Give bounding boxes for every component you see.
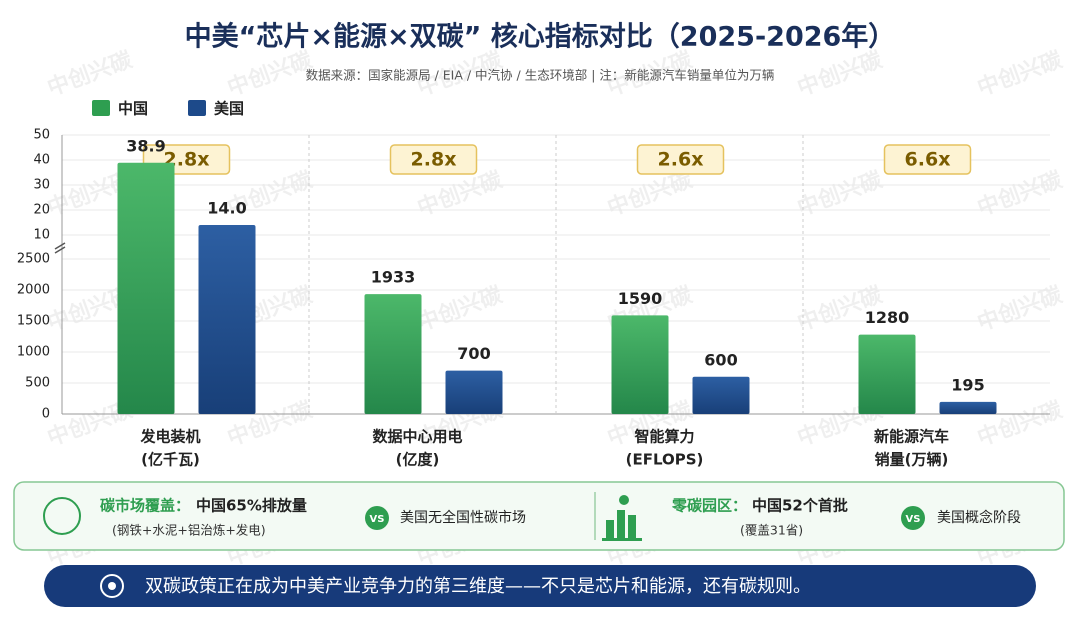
ratio-label: 2.8x [411,149,457,171]
panel-text: 中国65%排放量 [196,497,307,515]
ratio-label: 6.6x [905,149,951,171]
legend-swatch [188,100,206,116]
y-tick-label: 1500 [17,314,50,329]
watermark: 中创兴碳 [974,167,1066,221]
watermark: 中创兴碳 [224,47,316,101]
y-tick-label: 2500 [17,252,50,267]
ratio-badge [636,144,725,175]
vs-badge [365,506,389,530]
bar [117,162,175,414]
value-label: 1933 [371,268,416,287]
bar [692,376,750,414]
x-tick-label: (亿千瓦) [141,451,200,469]
y2-tick-label: 50 [33,128,50,143]
bar [198,225,256,414]
panel-title: 碳市场覆盖： [100,497,190,515]
ratio-label: 2.8x [164,149,210,171]
vs-text: VS [906,514,921,525]
vs-text: VS [370,514,385,525]
watermark: 中创兴碳 [604,167,696,221]
value-label: 1590 [618,289,663,308]
legend-label: 美国 [214,100,244,118]
watermark: 中创兴碳 [44,47,136,101]
panel-title: 零碳园区： [671,497,747,515]
panel-other: 美国概念阶段 [937,509,1021,526]
bar [611,315,669,414]
y-tick-label: 0 [42,407,50,422]
legend-label: 中国 [118,100,148,118]
x-tick-label: (EFLOPS) [626,451,704,469]
y-tick-label: 500 [25,376,50,391]
x-tick-label: (亿度) [396,451,440,469]
y2-tick-label: 10 [33,228,50,243]
park-icon [602,495,642,541]
value-label: 600 [704,350,737,369]
subtitle: 数据来源：国家能源局 / EIA / 中汽协 / 生态环境部 | 注：新能源汽车… [306,68,775,83]
y2-tick-label: 20 [33,203,50,218]
bar [858,334,916,414]
value-label: 195 [951,375,984,394]
value-label: 38.9 [126,136,165,155]
x-tick-label: 销量(万辆) [875,451,949,469]
legend-swatch [92,100,110,116]
panel-note: (覆盖31省) [740,523,803,538]
watermark: 中创兴碳 [974,47,1066,101]
target-icon [100,574,124,598]
axis-break [54,242,66,254]
info-panel [13,481,1065,551]
bar [939,401,997,414]
value-label: 700 [457,344,490,363]
co2-icon [43,497,81,535]
panel-other: 美国无全国性碳市场 [400,509,526,526]
y-tick-label: 2000 [17,283,50,298]
value-label: 1280 [865,308,910,327]
banner [44,565,1036,607]
banner-text: 双碳政策正在成为中美产业竞争力的第三维度——不只是芯片和能源，还有碳规则。 [145,576,811,597]
title: 中美“芯片×能源×双碳” 核心指标对比（2025-2026年） [185,21,896,53]
value-label: 14.0 [207,199,246,218]
panel-text: 中国52个首批 [752,497,848,515]
y2-tick-label: 30 [33,178,50,193]
x-tick-label: 新能源汽车 [874,428,949,446]
target-icon-core [108,582,116,590]
panel-note: (钢铁+水泥+铝治炼+发电) [112,523,266,538]
bar [364,294,422,414]
y-tick-label: 1000 [17,345,50,360]
bar [445,370,503,414]
watermark: 中创兴碳 [414,167,506,221]
x-tick-label: 智能算力 [634,428,694,446]
ratio-badge [883,144,972,175]
ratio-badge [389,144,478,175]
x-tick-label: 数据中心用电 [372,428,462,446]
y2-tick-label: 40 [33,153,50,168]
ratio-label: 2.6x [658,149,704,171]
watermark: 中创兴碳 [794,167,886,221]
watermark: 中创兴碳 [794,47,886,101]
x-tick-label: 发电装机 [139,428,200,446]
vs-badge [901,506,925,530]
